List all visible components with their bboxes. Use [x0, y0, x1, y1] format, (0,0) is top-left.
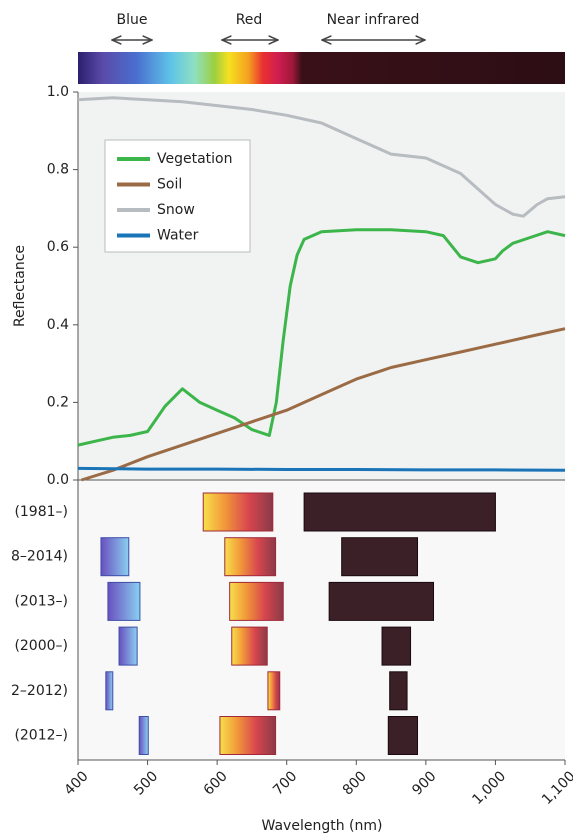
row-label: (2000–) — [14, 638, 68, 654]
band-bar — [389, 671, 408, 711]
row-label: 2–2012) — [11, 683, 68, 699]
band-bar — [267, 671, 281, 711]
band-bar — [328, 581, 435, 621]
band-bar — [219, 716, 277, 755]
series-line — [77, 96, 566, 218]
y-tick-label: 0.2 — [47, 394, 69, 410]
x-tick-label: 1,100 — [539, 768, 573, 808]
legend-label: Vegetation — [157, 151, 233, 167]
series-line — [81, 327, 566, 482]
series-line — [77, 466, 566, 472]
band-bar — [105, 671, 114, 711]
band-bar — [341, 537, 419, 577]
y-tick-label: 1.0 — [47, 84, 69, 100]
band-bar — [118, 626, 138, 666]
band-bar — [202, 492, 274, 532]
legend-label: Snow — [157, 202, 195, 218]
band-bar — [231, 626, 268, 666]
spectrum-bar — [78, 52, 565, 84]
x-axis-label: Wavelength (nm) — [262, 818, 383, 834]
band-label: Red — [236, 12, 263, 28]
series-line — [77, 228, 566, 447]
band-bar — [224, 537, 277, 577]
x-tick-label: 400 — [61, 768, 91, 798]
band-bar — [381, 626, 412, 666]
y-axis-label: Reflectance — [12, 245, 28, 327]
x-tick-label: 900 — [409, 768, 439, 798]
band-label: Blue — [117, 12, 148, 28]
band-label: Near infrared — [327, 12, 420, 28]
band-bar — [387, 716, 419, 755]
band-bar — [303, 492, 496, 532]
y-tick-label: 0.0 — [47, 472, 69, 488]
x-tick-label: 600 — [201, 768, 231, 798]
y-tick-label: 0.8 — [47, 162, 69, 178]
legend-label: Water — [157, 228, 199, 244]
x-tick-label: 700 — [270, 768, 300, 798]
row-label: 8–2014) — [11, 549, 68, 565]
x-tick-label: 500 — [131, 768, 161, 798]
y-tick-label: 0.4 — [47, 317, 69, 333]
band-bar — [138, 716, 149, 755]
x-tick-label: 1,000 — [469, 768, 509, 808]
row-label: (2013–) — [14, 593, 68, 609]
band-bar — [100, 537, 130, 577]
band-bar — [229, 581, 284, 621]
y-tick-label: 0.6 — [47, 239, 69, 255]
row-label: (2012–) — [14, 728, 68, 744]
legend-label: Soil — [157, 177, 182, 193]
band-bar — [107, 581, 141, 621]
row-label: (1981–) — [14, 504, 68, 520]
x-tick-label: 800 — [340, 768, 370, 798]
